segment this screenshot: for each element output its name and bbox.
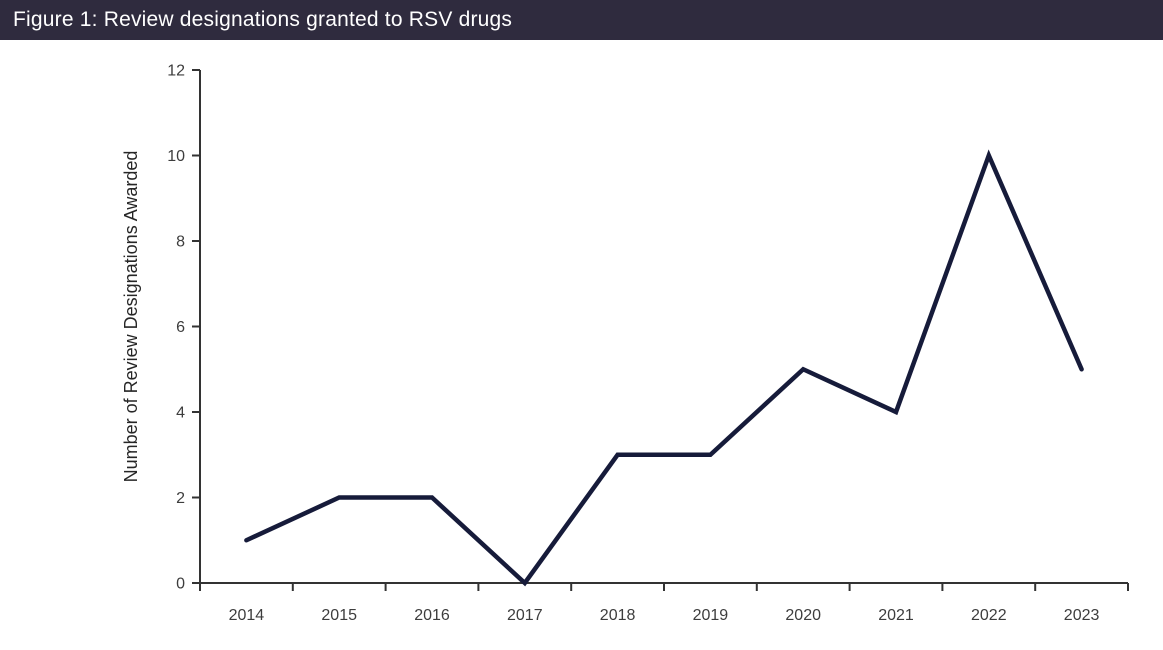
x-tick-label: 2021 [878,607,914,624]
figure-title-bar: Figure 1: Review designations granted to… [0,0,1163,40]
y-tick-label: 10 [167,148,185,165]
y-tick-label: 8 [176,234,185,251]
y-tick-label: 2 [176,490,185,507]
chart-area: 0 2 4 6 8 10 12 2014 2015 2016 2017 2018 2019 2020 202… [0,40,1163,650]
data-line [244,149,1084,587]
y-tick-label: 4 [176,405,185,422]
figure-title: Figure 1: Review designations granted to… [13,8,513,31]
y-tick-label: 12 [167,63,185,80]
x-tick-label: 2014 [229,607,265,624]
x-tick-label: 2015 [321,607,357,624]
x-tick-label: 2020 [785,607,821,624]
x-tick-label: 2019 [693,607,729,624]
x-tick-label: 2022 [971,607,1007,624]
x-tick-label: 2018 [600,607,636,624]
chart-canvas: 0 2 4 6 8 10 12 2014 2015 2016 2017 2018 2019 2020 202… [121,63,1129,624]
x-tick-label: 2016 [414,607,450,624]
y-axis-title: Number of Review Designations Awarded [121,151,141,483]
y-tick-label: 6 [176,319,185,336]
y-tick-label: 0 [176,576,185,593]
x-tick-label: 2023 [1064,607,1100,624]
x-tick-label: 2017 [507,607,543,624]
